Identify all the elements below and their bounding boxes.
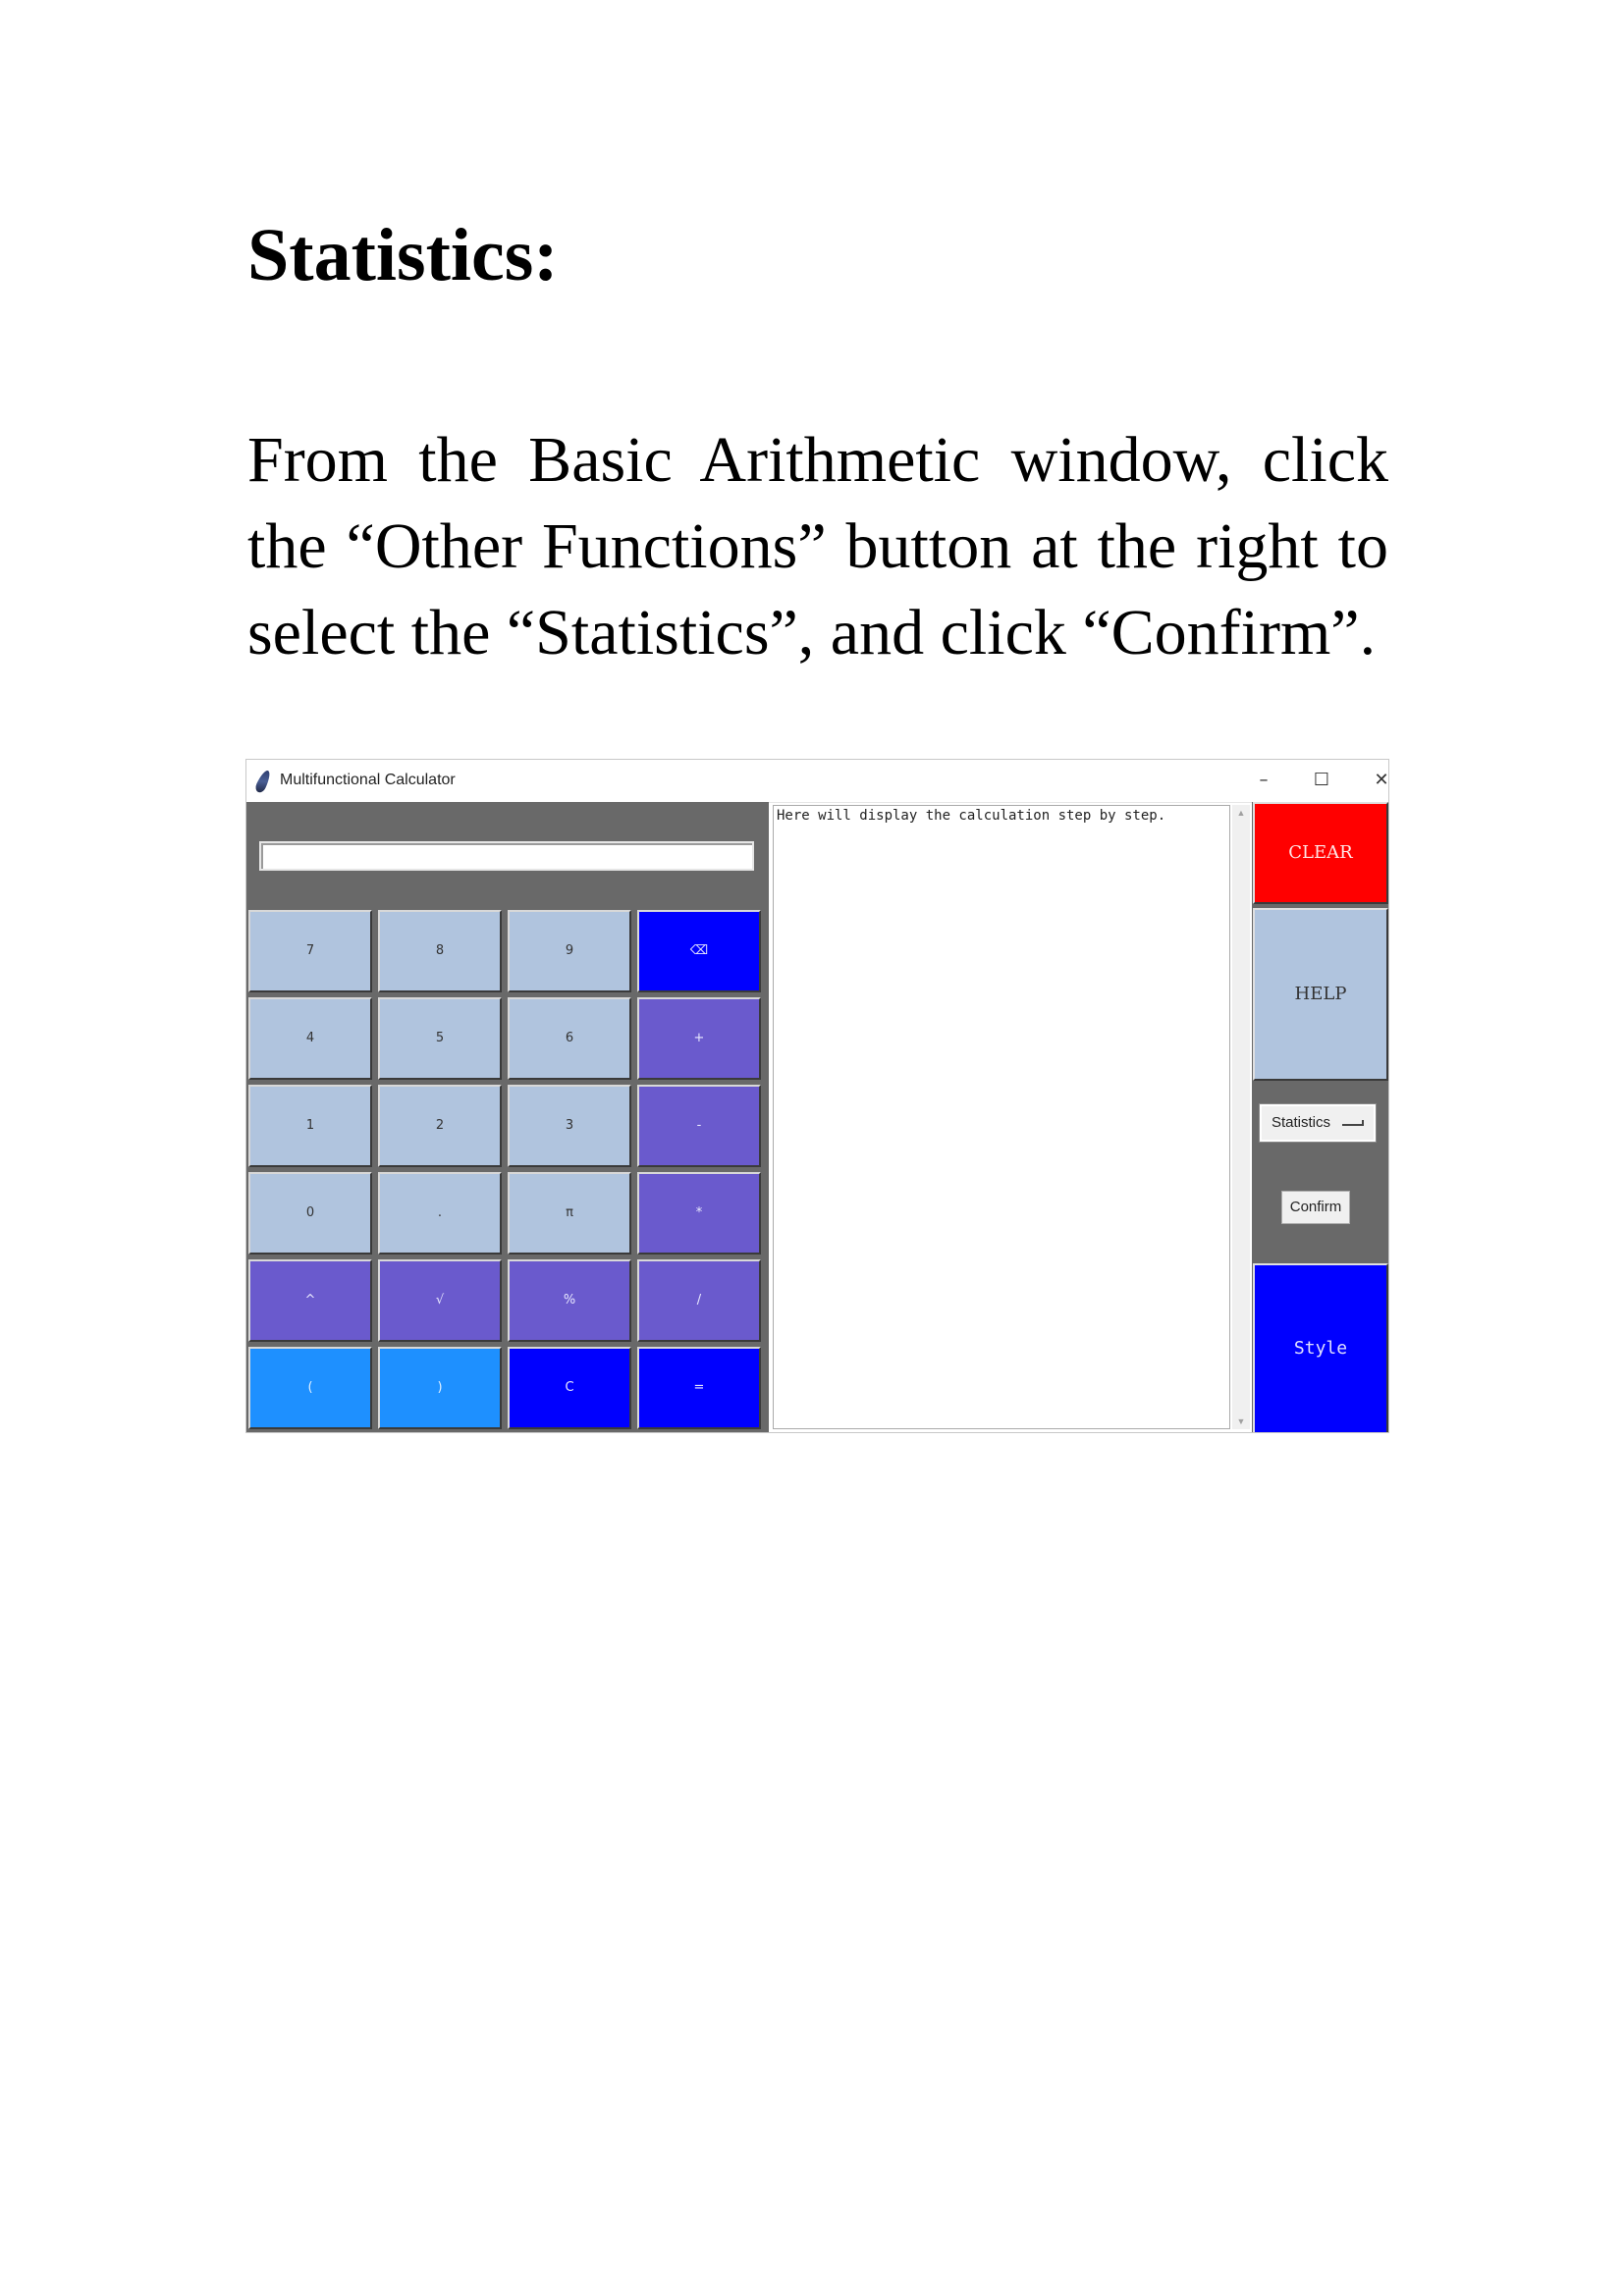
function-panel: CLEAR HELP Statistics Confirm Style — [1252, 802, 1388, 1432]
key-9[interactable]: 9 — [508, 910, 631, 992]
key-sqrt[interactable]: √ — [378, 1259, 502, 1342]
clear-button[interactable]: CLEAR — [1253, 802, 1388, 904]
key-close-paren[interactable]: ) — [378, 1347, 502, 1429]
key-clear-entry[interactable]: C — [508, 1347, 631, 1429]
key-5[interactable]: 5 — [378, 997, 502, 1080]
scroll-down-arrow-icon[interactable]: ▼ — [1236, 1416, 1246, 1426]
title-bar: Multifunctional Calculator – ☐ ✕ — [246, 760, 1388, 803]
key-percent[interactable]: % — [508, 1259, 631, 1342]
calculator-window: Multifunctional Calculator – ☐ ✕ 7 8 9 ⌫ 4 5 6… — [245, 759, 1389, 1433]
expression-input[interactable] — [259, 841, 754, 871]
key-minus[interactable]: - — [637, 1085, 761, 1167]
calculation-steps-textarea[interactable]: Here will display the calculation step b… — [773, 805, 1230, 1429]
page-heading: Statistics: — [247, 214, 559, 296]
key-0[interactable]: 0 — [248, 1172, 372, 1255]
key-1[interactable]: 1 — [248, 1085, 372, 1167]
minimize-button[interactable]: – — [1259, 770, 1269, 790]
key-plus[interactable]: + — [637, 997, 761, 1080]
key-4[interactable]: 4 — [248, 997, 372, 1080]
dropdown-indicator-icon — [1342, 1120, 1364, 1126]
key-8[interactable]: 8 — [378, 910, 502, 992]
key-pi[interactable]: π — [508, 1172, 631, 1255]
steps-scrollbar[interactable]: ▲ ▼ — [1232, 805, 1250, 1429]
key-7[interactable]: 7 — [248, 910, 372, 992]
confirm-button[interactable]: Confirm — [1281, 1191, 1350, 1224]
key-decimal[interactable]: . — [378, 1172, 502, 1255]
key-3[interactable]: 3 — [508, 1085, 631, 1167]
style-button[interactable]: Style — [1253, 1263, 1388, 1432]
instructions-paragraph: From the Basic Arithmetic window, click … — [247, 424, 1388, 668]
dropdown-selected-value: Statistics — [1272, 1114, 1331, 1131]
key-equals[interactable]: = — [637, 1347, 761, 1429]
keypad: 7 8 9 ⌫ 4 5 6 +1 2 3- 0. π * ^ √% / () C = — [246, 910, 769, 1432]
other-functions-dropdown[interactable]: Statistics — [1259, 1103, 1377, 1143]
keypad-panel: 7 8 9 ⌫ 4 5 6 +1 2 3- 0. π * ^ √% / () C = — [246, 802, 769, 1432]
window-title: Multifunctional Calculator — [280, 772, 456, 788]
key-6[interactable]: 6 — [508, 997, 631, 1080]
scroll-up-arrow-icon[interactable]: ▲ — [1236, 808, 1246, 818]
maximize-button[interactable]: ☐ — [1313, 770, 1330, 790]
close-button[interactable]: ✕ — [1374, 770, 1389, 790]
key-backspace[interactable]: ⌫ — [637, 910, 761, 992]
feather-icon — [253, 769, 273, 794]
key-multiply[interactable]: * — [637, 1172, 761, 1255]
key-2[interactable]: 2 — [378, 1085, 502, 1167]
key-divide[interactable]: / — [637, 1259, 761, 1342]
help-button[interactable]: HELP — [1253, 908, 1388, 1081]
key-power[interactable]: ^ — [248, 1259, 372, 1342]
key-open-paren[interactable]: ( — [248, 1347, 372, 1429]
